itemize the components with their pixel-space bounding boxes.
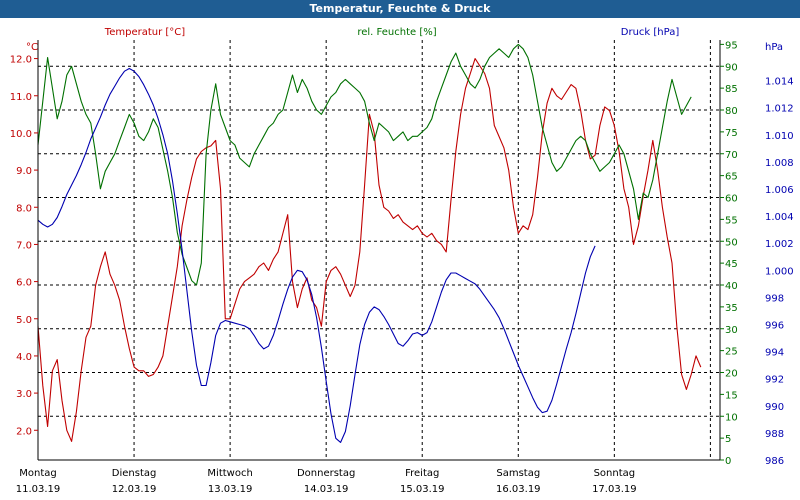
pressure-tick-label: 1.002 <box>765 239 794 250</box>
temperature-tick-label: 11.0 <box>10 92 32 103</box>
pressure-tick-label: 990 <box>765 402 784 413</box>
day-label: Montag <box>19 468 56 479</box>
day-label: Freitag <box>405 468 439 479</box>
chart-title: Temperatur, Feuchte & Druck <box>0 0 800 18</box>
pressure-tick-label: 996 <box>765 321 784 332</box>
humidity-tick-label: 95 <box>725 40 738 51</box>
temperature-axis-title: Temperatur [°C] <box>104 27 185 38</box>
date-label: 13.03.19 <box>208 484 253 495</box>
pressure-tick-label: 998 <box>765 293 784 304</box>
temperature-tick-label: 9.0 <box>16 166 32 177</box>
humidity-tick-label: 35 <box>725 303 738 314</box>
temperature-tick-label: 3.0 <box>16 389 32 400</box>
pressure-tick-label: 992 <box>765 375 784 386</box>
temperature-tick-label: 5.0 <box>16 315 32 326</box>
series-humidity <box>37 43 692 286</box>
date-label: 12.03.19 <box>112 484 157 495</box>
axis-labels: 2.0 3.0 4.0 5.0 6.0 7.0 8.0 9.0 10.0 11.0 12.0 0 5 10… <box>10 40 794 495</box>
day-label: Mittwoch <box>207 468 252 479</box>
humidity-axis-title: rel. Feuchte [%] <box>357 27 436 38</box>
series-temperature <box>37 58 702 442</box>
pressure-axis-title: Druck [hPa] <box>621 27 680 38</box>
humidity-tick-label: 65 <box>725 172 738 183</box>
grid-lines <box>38 40 720 460</box>
axes <box>37 40 721 461</box>
date-label: 17.03.19 <box>592 484 637 495</box>
pressure-tick-label: 986 <box>765 456 784 467</box>
series-pressure <box>37 67 596 443</box>
day-label: Donnerstag <box>297 468 355 479</box>
pressure-tick-label: 1.010 <box>765 131 794 142</box>
humidity-tick-label: 30 <box>725 325 738 336</box>
humidity-tick-label: 5 <box>725 434 731 445</box>
temperature-tick-label: 10.0 <box>10 129 32 140</box>
date-label: 11.03.19 <box>16 484 61 495</box>
pressure-tick-label: 988 <box>765 429 784 440</box>
date-label: 15.03.19 <box>400 484 445 495</box>
temperature-tick-label: 2.0 <box>16 426 32 437</box>
date-label: 16.03.19 <box>496 484 541 495</box>
date-label: 14.03.19 <box>304 484 349 495</box>
humidity-tick-label: 55 <box>725 215 738 226</box>
chart-canvas: 2.0 3.0 4.0 5.0 6.0 7.0 8.0 9.0 10.0 11.0 12.0 0 5 10… <box>10 27 794 495</box>
humidity-tick-label: 70 <box>725 150 738 161</box>
humidity-tick-label: 80 <box>725 106 738 117</box>
temperature-unit-label: °C <box>26 42 38 53</box>
humidity-tick-label: 50 <box>725 237 738 248</box>
pressure-tick-label: 1.014 <box>765 77 794 88</box>
pressure-tick-label: 1.006 <box>765 185 794 196</box>
series-layer <box>37 43 702 443</box>
humidity-tick-label: 40 <box>725 281 738 292</box>
humidity-tick-label: 20 <box>725 369 738 380</box>
pressure-tick-label: 1.000 <box>765 266 794 277</box>
day-label: Dienstag <box>112 468 157 479</box>
temperature-tick-label: 6.0 <box>16 278 32 289</box>
humidity-tick-label: 0 <box>725 456 731 467</box>
temperature-tick-label: 8.0 <box>16 203 32 214</box>
pressure-tick-label: 1.008 <box>765 158 794 169</box>
humidity-tick-label: 90 <box>725 62 738 73</box>
temperature-tick-label: 4.0 <box>16 352 32 363</box>
temperature-tick-label: 12.0 <box>10 55 32 66</box>
pressure-tick-label: 1.012 <box>765 104 794 115</box>
temperature-tick-label: 7.0 <box>16 240 32 251</box>
humidity-tick-label: 85 <box>725 84 738 95</box>
humidity-tick-label: 25 <box>725 347 738 358</box>
day-label: Samstag <box>496 468 540 479</box>
humidity-tick-label: 10 <box>725 412 738 423</box>
humidity-tick-label: 60 <box>725 194 738 205</box>
pressure-tick-label: 994 <box>765 348 784 359</box>
day-label: Sonntag <box>594 468 636 479</box>
humidity-tick-label: 75 <box>725 128 738 139</box>
pressure-unit-label: hPa <box>765 42 783 53</box>
pressure-tick-label: 1.004 <box>765 212 794 223</box>
humidity-tick-label: 15 <box>725 390 738 401</box>
humidity-tick-label: 45 <box>725 259 738 270</box>
